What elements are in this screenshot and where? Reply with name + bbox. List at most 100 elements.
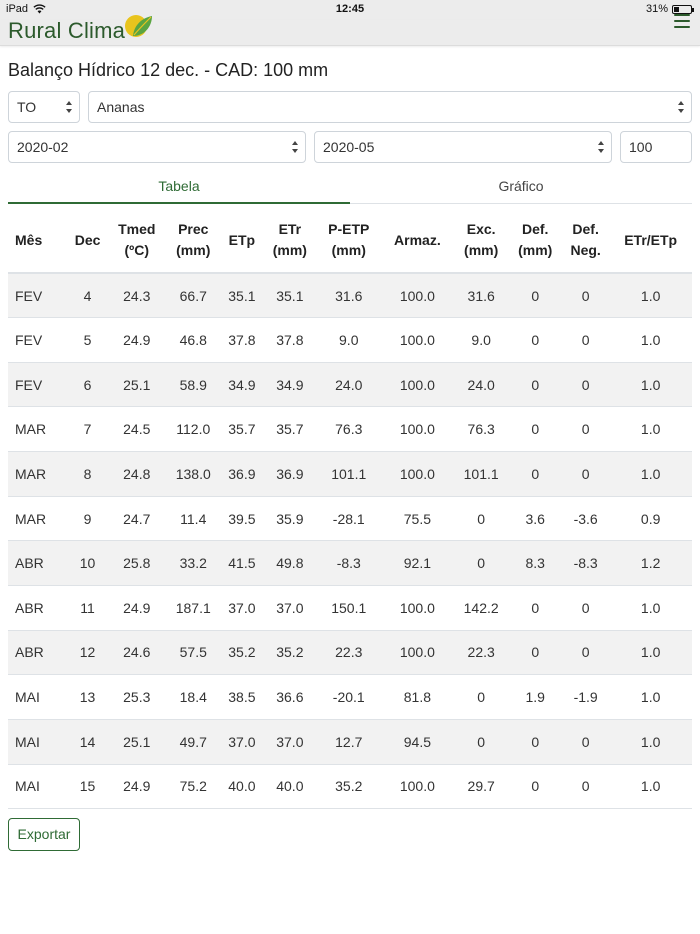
table-row: MAI 15 24.9 75.2 40.0 40.0 35.2 100.0 29.7 0 0 1.0 bbox=[8, 764, 692, 810]
table-cell: 10 bbox=[67, 540, 108, 586]
cad-input-value: 100 bbox=[629, 139, 653, 155]
column-header: Exc. (mm) bbox=[453, 208, 509, 274]
table-cell: 0 bbox=[561, 362, 610, 408]
column-header-text: Dec bbox=[74, 231, 101, 248]
table-cell: 35.2 bbox=[220, 630, 264, 676]
start-period-select[interactable]: 2020-02 bbox=[8, 131, 306, 163]
table-cell: 37.0 bbox=[220, 585, 264, 631]
table-cell: 24.7 bbox=[107, 496, 166, 542]
column-header: Def. Neg. bbox=[561, 208, 610, 274]
table-cell: 35.7 bbox=[263, 406, 317, 453]
status-left: iPad bbox=[6, 3, 46, 15]
table-cell: FEV bbox=[8, 273, 68, 319]
table-cell: 40.0 bbox=[263, 764, 317, 810]
table-cell: 0 bbox=[561, 719, 610, 765]
table-cell: 1.0 bbox=[609, 764, 692, 810]
table-cell: 37.8 bbox=[220, 317, 264, 363]
table-cell: 0 bbox=[508, 764, 562, 810]
table-cell: 76.3 bbox=[316, 406, 381, 453]
table-cell: MAR bbox=[8, 496, 68, 542]
table-cell: 25.1 bbox=[107, 719, 166, 765]
table-cell: 31.6 bbox=[453, 273, 509, 319]
table-cell: 100.0 bbox=[380, 362, 454, 408]
crop-select-value: Ananas bbox=[97, 99, 145, 115]
water-balance-table: Mês Dec Tmed (ºC) Prec (mm) ETp ETr (mm) P-ETP (mm… bbox=[8, 208, 692, 810]
export-button[interactable]: Exportar bbox=[8, 818, 80, 851]
tab-tabela[interactable]: Tabela bbox=[8, 172, 350, 204]
select-arrows-icon bbox=[598, 141, 604, 153]
table-cell: 14 bbox=[67, 719, 108, 765]
table-row: MAI 14 25.1 49.7 37.0 37.0 12.7 94.5 0 0 0 1.0 bbox=[8, 719, 692, 765]
start-period-value: 2020-02 bbox=[17, 139, 69, 155]
table-cell: 25.1 bbox=[107, 362, 166, 408]
table-cell: MAI bbox=[8, 719, 68, 765]
device-name: iPad bbox=[6, 3, 29, 15]
table-cell: -20.1 bbox=[316, 674, 381, 720]
table-cell: 49.7 bbox=[165, 719, 221, 765]
wifi-icon bbox=[33, 4, 46, 14]
table-cell: 0 bbox=[561, 630, 610, 676]
table-cell: 1.0 bbox=[609, 630, 692, 676]
column-header: Def. (mm) bbox=[508, 208, 562, 274]
table-cell: MAR bbox=[8, 451, 68, 497]
table-row: MAR 7 24.5 112.0 35.7 35.7 76.3 100.0 76.3 0 0 1.0 bbox=[8, 406, 692, 453]
table-cell: 81.8 bbox=[380, 674, 454, 720]
table-cell: 41.5 bbox=[220, 540, 264, 586]
table-cell: 35.2 bbox=[316, 764, 381, 810]
tab-grafico[interactable]: Gráfico bbox=[498, 178, 544, 194]
table-cell: 49.8 bbox=[263, 540, 317, 586]
column-header: Armaz. bbox=[380, 208, 454, 274]
table-cell: 0.9 bbox=[609, 496, 692, 542]
table-cell: 0 bbox=[453, 540, 509, 586]
table-cell: 24.0 bbox=[316, 362, 381, 408]
select-arrows-icon bbox=[678, 101, 684, 113]
table-cell: 187.1 bbox=[165, 585, 221, 631]
table-cell: -3.6 bbox=[561, 496, 610, 542]
column-header-text: (mm) bbox=[518, 242, 553, 258]
table-cell: 0 bbox=[508, 273, 562, 319]
table-cell: 36.6 bbox=[263, 674, 317, 720]
table-cell: 100.0 bbox=[380, 273, 454, 319]
table-cell: 38.5 bbox=[220, 674, 264, 720]
table-cell: -8.3 bbox=[316, 540, 381, 586]
table-cell: 0 bbox=[453, 719, 509, 765]
column-header: ETr (mm) bbox=[263, 208, 317, 274]
cad-input[interactable]: 100 bbox=[620, 131, 692, 163]
column-header: Dec bbox=[67, 208, 108, 274]
table-cell: FEV bbox=[8, 317, 68, 363]
column-header-text: Armaz. bbox=[394, 231, 441, 248]
table-cell: 1.0 bbox=[609, 585, 692, 631]
table-cell: 31.6 bbox=[316, 273, 381, 319]
table-cell: ABR bbox=[8, 585, 68, 631]
column-header-text: Exc. bbox=[466, 221, 496, 237]
table-cell: 1.2 bbox=[609, 540, 692, 586]
column-header-text: (mm) bbox=[331, 242, 366, 258]
table-cell: 39.5 bbox=[220, 496, 264, 542]
status-right: 31% bbox=[646, 3, 694, 15]
table-cell: 0 bbox=[508, 585, 562, 631]
column-header-text: Tmed bbox=[118, 221, 156, 237]
table-cell: 100.0 bbox=[380, 630, 454, 676]
table-row: ABR 12 24.6 57.5 35.2 35.2 22.3 100.0 22.3 0 0 1.0 bbox=[8, 630, 692, 676]
table-row: MAI 13 25.3 18.4 38.5 36.6 -20.1 81.8 0 1.9 -1.9 1.… bbox=[8, 674, 692, 720]
column-header-text: ETp bbox=[228, 231, 256, 248]
table-cell: 0 bbox=[508, 406, 562, 453]
end-period-select[interactable]: 2020-05 bbox=[314, 131, 612, 163]
table-cell: 1.0 bbox=[609, 451, 692, 497]
table-cell: 0 bbox=[508, 317, 562, 363]
table-cell: 18.4 bbox=[165, 674, 221, 720]
state-select[interactable]: TO bbox=[8, 91, 80, 123]
brand-name[interactable]: Rural Clima bbox=[8, 18, 126, 43]
table-cell: 0 bbox=[561, 451, 610, 497]
table-cell: 0 bbox=[561, 317, 610, 363]
table-cell: 75.5 bbox=[380, 496, 454, 542]
table-cell: 13 bbox=[67, 674, 108, 720]
hamburger-menu-icon[interactable] bbox=[674, 14, 690, 30]
table-header: Mês Dec Tmed (ºC) Prec (mm) ETp ETr (mm) P-ETP (mm… bbox=[8, 208, 692, 274]
table-cell: 75.2 bbox=[165, 764, 221, 810]
table-cell: 34.9 bbox=[263, 362, 317, 408]
column-header-text: (mm) bbox=[176, 242, 211, 258]
column-header: ETp bbox=[220, 208, 264, 274]
crop-select[interactable]: Ananas bbox=[88, 91, 692, 123]
page-title: Balanço Hídrico 12 dec. - CAD: 100 mm bbox=[8, 60, 329, 80]
